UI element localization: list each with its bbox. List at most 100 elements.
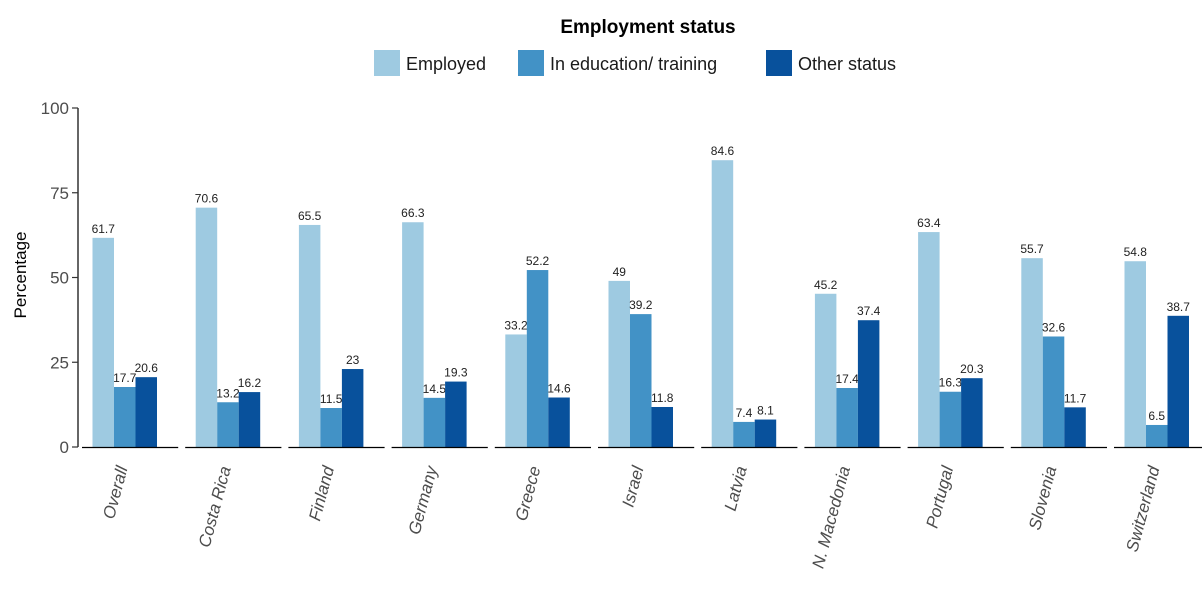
bar-in-education-training <box>526 270 549 447</box>
bar-employed <box>298 224 321 447</box>
legend: Employment status Employed In education/ … <box>374 17 896 76</box>
bar-group-israel: 49 39.2 11.8 <box>608 265 674 447</box>
x-tick-label: Greece <box>512 464 545 523</box>
y-tick-label: 50 <box>50 269 69 288</box>
bar-employed <box>918 232 940 447</box>
data-label: 65.5 <box>298 209 322 223</box>
bar-employed <box>711 160 734 447</box>
bar-employed <box>1021 258 1043 447</box>
y-tick-label: 0 <box>60 438 69 457</box>
data-label: 14.6 <box>547 382 571 396</box>
bar-group-portugal: 63.4 16.320.3 <box>917 216 984 447</box>
bar-group-greece: 33.2 52.2 14.6 <box>504 254 571 447</box>
data-label: 39.2 <box>629 298 653 312</box>
data-label: 11.5 <box>320 392 343 406</box>
data-label: 8.1 <box>757 404 774 418</box>
data-label: 54.8 <box>1124 245 1148 259</box>
bar-group-switzerland: 54.8 6.5 38.7 <box>1124 245 1191 447</box>
x-tick-label: N. Macedonia <box>809 464 855 570</box>
bar-group-costa-rica: 70.6 13.216.2 <box>195 192 262 447</box>
bar-group-n-macedonia: 45.2 17.4 37.4 <box>814 278 881 447</box>
bar-group-overall: 61.7 17.720.6 <box>92 222 159 447</box>
x-tick-label: Latvia <box>721 464 751 513</box>
bar-employed <box>195 207 218 447</box>
data-label: 11.7 <box>1064 391 1087 405</box>
bar-in-education-training <box>733 421 755 447</box>
x-tick-label: Switzerland <box>1123 464 1164 554</box>
bar-other-status <box>135 377 157 447</box>
y-axis: 0 25 50 75 100 <box>41 99 79 457</box>
bar-in-education-training <box>1042 336 1065 447</box>
y-tick-label: 75 <box>50 184 69 203</box>
y-tick-label: 100 <box>41 99 69 118</box>
bar-group-slovenia: 55.7 32.6 11.7 <box>1020 242 1087 447</box>
x-tick-label: Germany <box>405 463 442 537</box>
data-label: 19.3 <box>444 366 468 380</box>
data-label: 11.8 <box>651 391 674 405</box>
data-label: 32.6 <box>1042 320 1066 334</box>
bar-employed <box>1124 261 1146 447</box>
legend-swatch-in-education-training <box>518 50 544 76</box>
data-label: 61.7 <box>92 222 116 236</box>
data-label: 20.6 <box>135 361 159 375</box>
legend-label-in-education-training: In education/ training <box>550 54 717 74</box>
data-label: 84.6 <box>711 144 735 158</box>
y-axis-label: Percentage <box>11 232 30 319</box>
legend-swatch-employed <box>374 50 400 76</box>
data-label: 33.2 <box>504 318 528 332</box>
bar-other-status <box>857 320 880 447</box>
data-label: 45.2 <box>814 278 838 292</box>
x-tick-label: Costa Rica <box>195 464 235 549</box>
bar-other-status <box>341 369 364 447</box>
bar-in-education-training <box>423 397 446 447</box>
data-label: 55.7 <box>1020 242 1044 256</box>
data-label: 23 <box>346 353 360 367</box>
bar-employed <box>92 237 114 447</box>
data-label: 7.4 <box>736 406 753 420</box>
data-label: 52.2 <box>526 254 550 268</box>
bar-group-latvia: 84.6 7.4 8.1 <box>711 144 777 447</box>
data-label: 16.3 <box>939 376 963 390</box>
bar-employed <box>505 334 527 447</box>
y-tick-label: 25 <box>50 353 69 372</box>
data-label: 16.2 <box>238 376 262 390</box>
legend-item-employed: Employed <box>374 50 486 76</box>
data-label: 37.4 <box>857 304 881 318</box>
bar-group-germany: 66.3 14.5 19.3 <box>401 206 468 447</box>
x-tick-label: Overall <box>99 463 132 521</box>
legend-title: Employment status <box>560 17 735 38</box>
data-label: 70.6 <box>195 192 219 206</box>
bar-other-status <box>754 419 777 447</box>
data-label: 17.4 <box>835 372 859 386</box>
bar-other-status <box>1167 315 1189 447</box>
data-label: 17.7 <box>113 371 137 385</box>
data-label: 13.2 <box>216 386 240 400</box>
x-tick-label: Israel <box>618 463 647 509</box>
bar-employed <box>608 280 630 447</box>
x-tick-label: Portugal <box>922 463 957 530</box>
bar-other-status <box>445 381 467 447</box>
plot-area: 61.7 17.720.6 70.6 13.216.2 65.5 11.5 23 66.3 14… <box>92 144 1191 447</box>
legend-swatch-other-status <box>766 50 792 76</box>
bar-other-status <box>1064 407 1086 447</box>
data-label: 66.3 <box>401 206 425 220</box>
bar-in-education-training <box>630 314 652 447</box>
bar-other-status <box>961 378 983 447</box>
data-label: 49 <box>613 265 627 279</box>
bar-in-education-training <box>114 386 136 447</box>
x-axis: Overall Costa Rica Finland Germany Greece Isr… <box>82 446 1202 570</box>
bar-in-education-training <box>939 391 962 447</box>
data-label: 38.7 <box>1167 300 1191 314</box>
legend-label-employed: Employed <box>406 54 486 74</box>
data-label: 14.5 <box>423 382 447 396</box>
legend-item-other-status: Other status <box>766 50 896 76</box>
bar-other-status <box>651 406 673 447</box>
data-label: 20.3 <box>960 362 984 376</box>
data-label: 63.4 <box>917 216 941 230</box>
bar-in-education-training <box>1146 424 1168 447</box>
bar-other-status <box>548 397 570 447</box>
bar-in-education-training <box>217 402 239 447</box>
bar-in-education-training <box>320 408 342 447</box>
legend-label-other-status: Other status <box>798 54 896 74</box>
